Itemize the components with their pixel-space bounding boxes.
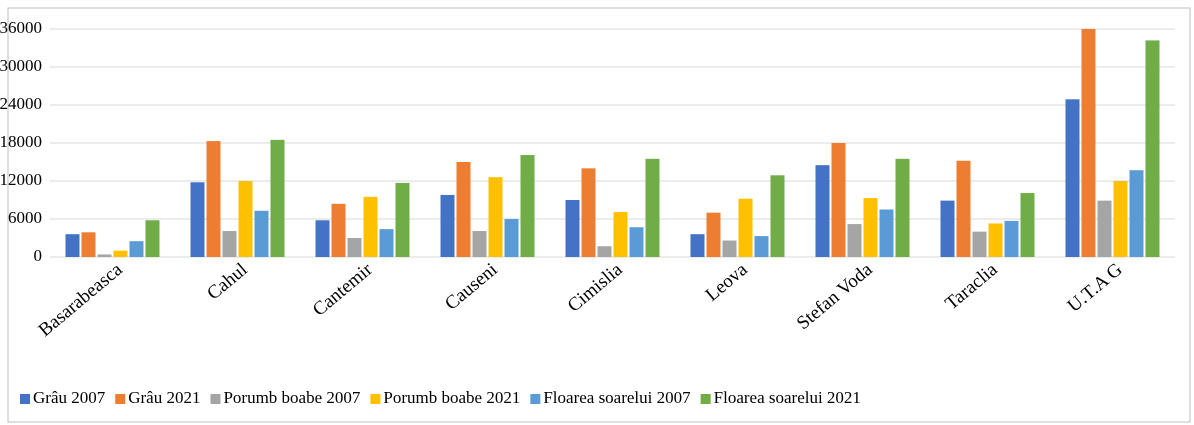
x-tick-label: Stefan Voda — [793, 259, 877, 334]
legend-label: Grâu 2021 — [128, 388, 200, 407]
bar — [863, 198, 878, 257]
x-tick-label: Cimislia — [564, 259, 627, 317]
bar — [629, 227, 644, 257]
y-tick-label: 0 — [34, 246, 43, 265]
bar — [722, 240, 737, 257]
legend-label: Floarea soarelui 2007 — [543, 388, 691, 407]
bar — [956, 160, 971, 257]
bar — [81, 232, 96, 257]
x-tick-label: Basarabeasca — [35, 259, 127, 341]
bar — [347, 238, 362, 257]
legend-label: Porumb boabe 2007 — [223, 388, 360, 407]
y-tick-label: 36000 — [0, 18, 42, 37]
x-tick-label: Cantemir — [309, 259, 377, 321]
bar — [1097, 200, 1112, 257]
bar — [488, 177, 503, 257]
bar — [690, 234, 705, 257]
bar — [270, 139, 285, 257]
bar — [581, 168, 596, 257]
x-tick-label: Causeni — [441, 259, 501, 314]
bar — [145, 220, 160, 257]
bar — [645, 158, 660, 257]
bar — [520, 155, 535, 257]
bar — [254, 210, 269, 257]
bar — [972, 231, 987, 257]
bar — [815, 165, 830, 257]
bar — [1129, 170, 1144, 257]
bar — [1020, 193, 1035, 257]
bar — [1004, 220, 1019, 257]
bar — [1113, 181, 1128, 257]
bar — [238, 181, 253, 257]
y-tick-label: 30000 — [0, 56, 42, 75]
bar — [1065, 99, 1080, 257]
bar — [472, 231, 487, 257]
bar — [395, 182, 410, 257]
legend-label: Grâu 2007 — [33, 388, 106, 407]
y-tick-label: 18000 — [0, 132, 42, 151]
y-tick-label: 24000 — [0, 94, 42, 113]
legend-swatch — [20, 394, 30, 404]
bar — [754, 236, 769, 257]
bar — [879, 209, 894, 257]
x-tick-label: Cahul — [203, 259, 251, 304]
legend-swatch — [115, 394, 126, 404]
bar — [770, 175, 785, 257]
bar — [940, 200, 955, 257]
y-tick-label: 6000 — [8, 208, 42, 227]
bar — [206, 141, 221, 257]
bar — [738, 198, 753, 257]
bar — [129, 241, 144, 257]
bar — [988, 223, 1003, 257]
bar — [379, 229, 394, 257]
bar — [222, 231, 237, 257]
bar — [504, 219, 519, 257]
x-tick-label: Leova — [702, 259, 752, 306]
bar — [597, 246, 612, 257]
y-tick-label: 12000 — [0, 170, 42, 189]
legend-label: Floarea soarelui 2021 — [714, 388, 861, 407]
bar — [97, 254, 112, 257]
legend-swatch — [530, 394, 541, 404]
x-tick-label: U.T.A G — [1064, 259, 1127, 317]
bar — [613, 212, 628, 257]
bar — [1145, 40, 1160, 258]
bar — [456, 162, 471, 257]
chart-border — [7, 7, 1191, 423]
x-tick-label: Taraclia — [941, 259, 1002, 315]
bar — [190, 182, 205, 257]
bar — [831, 143, 846, 257]
bar — [847, 224, 862, 257]
bar — [363, 196, 378, 257]
legend-swatch — [210, 394, 221, 404]
bar — [895, 158, 910, 257]
legend-label: Porumb boabe 2021 — [383, 388, 520, 407]
bar — [65, 234, 80, 257]
bar — [1081, 29, 1096, 257]
legend-swatch — [700, 394, 711, 404]
bar — [113, 250, 128, 257]
legend-swatch — [370, 394, 381, 404]
bar — [706, 212, 721, 257]
bar — [331, 203, 346, 257]
bar — [440, 194, 455, 257]
bar — [565, 200, 580, 257]
bar — [315, 220, 330, 257]
